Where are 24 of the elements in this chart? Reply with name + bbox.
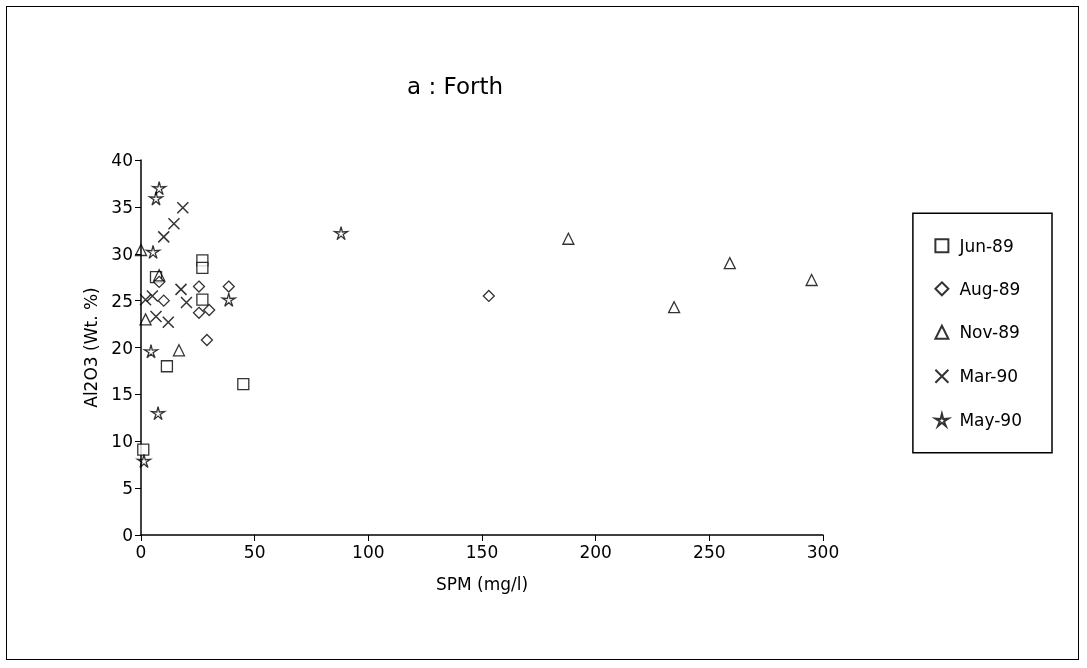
y-tick-label: 25 xyxy=(111,290,133,311)
x-axis-title: SPM (mg/l) xyxy=(435,573,529,594)
legend-label: Nov-89 xyxy=(959,322,1020,343)
y-tick-label: 0 xyxy=(122,525,133,545)
y-tick-label: 20 xyxy=(111,337,133,358)
y-tick-label: 35 xyxy=(111,196,133,217)
x-tick-label: 200 xyxy=(579,541,612,562)
x-tick-label: 300 xyxy=(806,541,840,562)
x-tick-label: 250 xyxy=(693,541,726,562)
legend-label: Mar-90 xyxy=(959,366,1019,387)
y-tick-label: 5 xyxy=(122,478,133,499)
x-tick-label: 100 xyxy=(352,541,385,562)
y-tick-label: 30 xyxy=(111,243,133,264)
chart-title: a : Forth xyxy=(407,72,503,99)
legend-label: May-90 xyxy=(959,410,1023,430)
y-axis-title: Al2O3 (Wt. %) xyxy=(80,287,101,408)
y-tick-label: 10 xyxy=(111,431,133,452)
x-tick-label: 150 xyxy=(465,541,499,562)
y-tick-label: 15 xyxy=(111,384,133,405)
y-tick-label: 40 xyxy=(111,150,133,170)
x-tick-label: 50 xyxy=(243,541,266,562)
x-tick-label: 0 xyxy=(135,541,147,562)
legend-label: Jun-89 xyxy=(958,235,1014,256)
legend-label: Aug-89 xyxy=(959,278,1021,299)
